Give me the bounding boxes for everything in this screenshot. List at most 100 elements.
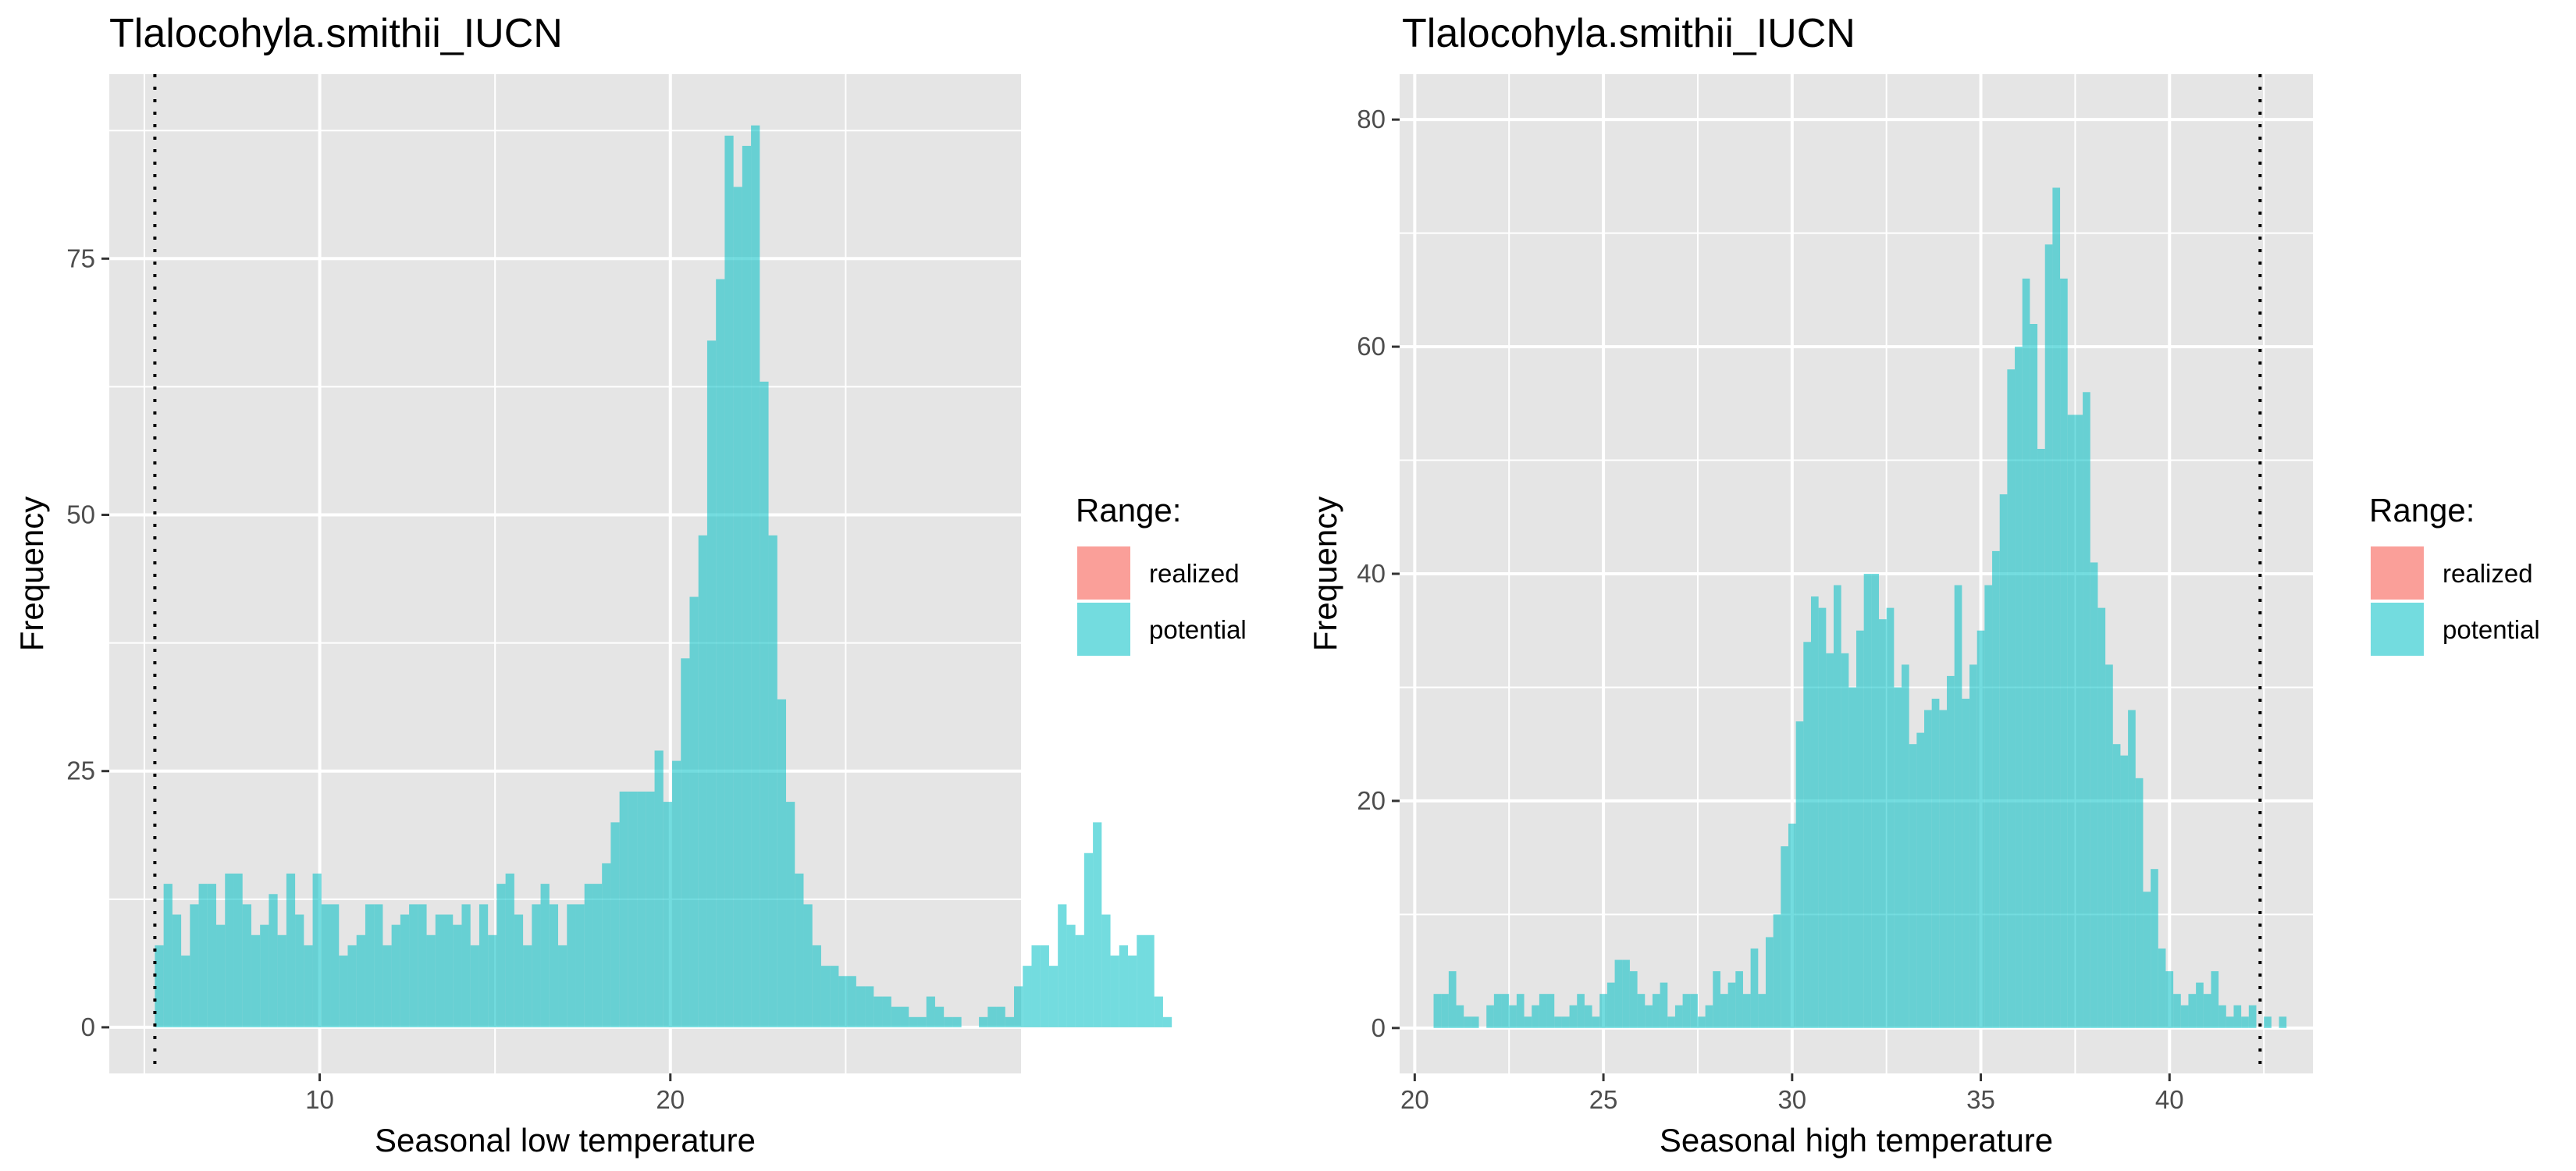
histogram-bar-potential xyxy=(356,934,365,1027)
histogram-bar-potential xyxy=(1637,994,1646,1028)
histogram-bar-potential xyxy=(1606,982,1615,1028)
y-tick-label: 80 xyxy=(1357,105,1386,133)
histogram-bar-potential xyxy=(1660,982,1668,1028)
histogram-bar-potential xyxy=(1992,550,2000,1028)
histogram-bar-potential xyxy=(654,750,664,1027)
y-tick-label: 60 xyxy=(1357,332,1386,361)
legend-label-potential-left: potential xyxy=(1149,615,1247,644)
histogram-bar-potential xyxy=(1758,994,1766,1028)
histogram-bar-potential xyxy=(312,874,322,1027)
histogram-bar-potential xyxy=(2067,415,2076,1028)
histogram-bar-potential xyxy=(2007,369,2016,1028)
histogram-bar-potential xyxy=(1909,744,1917,1028)
histogram-bar-potential xyxy=(1856,630,1864,1028)
histogram-bar-potential xyxy=(444,914,454,1027)
histogram-bar-potential xyxy=(549,904,559,1027)
histogram-bar-potential xyxy=(1765,937,1774,1028)
histogram-bar-potential xyxy=(1539,994,1547,1028)
histogram-bar-potential xyxy=(190,904,199,1027)
histogram-bar-potential xyxy=(1999,494,2008,1028)
histogram-bar-potential xyxy=(1795,721,1804,1028)
histogram-bar-potential xyxy=(663,802,673,1027)
chart-panel-right: Tlalocohyla.smithii_IUCN 20 25 30 35 40 0 20 4… xyxy=(1307,11,2540,1159)
histogram-bar-potential xyxy=(2241,1016,2249,1028)
histogram-bar-potential xyxy=(505,874,514,1027)
histogram-bar-potential xyxy=(523,945,532,1027)
histogram-bar-potential xyxy=(1532,1005,1539,1028)
histogram-bar-potential xyxy=(1713,971,1720,1028)
histogram-bar-potential xyxy=(155,945,164,1027)
histogram-bar-potential xyxy=(2083,392,2090,1028)
histogram-bar-potential xyxy=(1433,994,1442,1028)
histogram-bar-potential xyxy=(1128,956,1137,1027)
chart-title-right: Tlalocohyla.smithii_IUCN xyxy=(1402,11,1856,56)
bars-potential-left xyxy=(155,125,1172,1027)
histogram-bar-potential xyxy=(706,340,717,1027)
histogram-bar-potential xyxy=(2143,892,2151,1028)
histogram-bar-potential xyxy=(1931,699,1940,1028)
legend-label-realized-right: realized xyxy=(2443,559,2533,588)
histogram-bar-potential xyxy=(1023,966,1032,1027)
x-tick-label: 20 xyxy=(656,1085,685,1114)
legend-label-realized-left: realized xyxy=(1149,559,1240,588)
histogram-bar-potential xyxy=(934,1006,945,1027)
histogram-bar-potential xyxy=(453,924,462,1027)
histogram-bar-potential xyxy=(277,934,286,1027)
histogram-bar-potential xyxy=(1456,1005,1464,1028)
histogram-bar-potential xyxy=(917,1016,927,1027)
histogram-bar-potential xyxy=(681,658,690,1027)
histogram-bar-potential xyxy=(1682,994,1691,1028)
histogram-bar-potential xyxy=(1902,664,1909,1028)
histogram-bar-potential xyxy=(2090,562,2098,1028)
histogram-bar-potential xyxy=(2105,664,2113,1028)
histogram-bar-potential xyxy=(1916,732,1925,1028)
y-tick-label: 75 xyxy=(66,244,95,272)
histogram-bar-potential xyxy=(1939,710,1948,1028)
histogram-bar-potential xyxy=(479,904,489,1027)
histogram-bar-potential xyxy=(532,904,541,1027)
histogram-bar-potential xyxy=(768,535,777,1027)
histogram-bar-potential xyxy=(470,945,479,1027)
histogram-bar-potential xyxy=(1040,945,1049,1027)
histogram-bar-potential xyxy=(786,802,795,1027)
histogram-bar-potential xyxy=(1667,1016,1675,1028)
histogram-bar-potential xyxy=(2279,1016,2287,1028)
histogram-bar-potential xyxy=(646,791,655,1027)
histogram-bar-potential xyxy=(339,956,348,1027)
histogram-bar-potential xyxy=(1622,959,1630,1028)
histogram-bar-potential xyxy=(1969,664,1977,1028)
histogram-bar-potential xyxy=(602,863,611,1027)
histogram-bar-potential xyxy=(1924,710,1932,1028)
histogram-bar-potential xyxy=(637,791,646,1027)
histogram-bar-potential xyxy=(233,874,243,1027)
histogram-bar-potential xyxy=(1629,971,1638,1028)
histogram-bar-potential xyxy=(1803,642,1811,1028)
histogram-bar-potential xyxy=(1509,1005,1517,1028)
histogram-bar-potential xyxy=(1652,994,1660,1028)
histogram-bar-potential xyxy=(865,986,874,1027)
histogram-bar-potential xyxy=(1727,982,1736,1028)
x-tick-label: 25 xyxy=(1589,1085,1618,1114)
histogram-bar-potential xyxy=(2165,971,2174,1028)
histogram-bar-potential xyxy=(1750,949,1759,1028)
legend-swatch-realized-left xyxy=(1077,546,1130,600)
histogram-bar-potential xyxy=(672,760,681,1027)
histogram-bar-potential xyxy=(269,894,278,1027)
histogram-bar-potential xyxy=(2218,1005,2226,1028)
histogram-bar-potential xyxy=(426,934,436,1027)
histogram-bar-potential xyxy=(1075,934,1084,1027)
histogram-bar-potential xyxy=(2226,1016,2234,1028)
histogram-bar-potential xyxy=(575,904,585,1027)
histogram-bar-potential xyxy=(803,904,813,1027)
histogram-bar-potential xyxy=(987,1006,997,1027)
x-tick-label: 10 xyxy=(305,1085,334,1114)
histogram-bar-potential xyxy=(830,966,839,1027)
histogram-bar-potential xyxy=(1516,994,1525,1028)
legend-title-left: Range: xyxy=(1076,492,1181,529)
legend-label-potential-right: potential xyxy=(2443,615,2540,644)
histogram-bar-potential xyxy=(435,914,445,1027)
histogram-bar-potential xyxy=(2060,278,2068,1028)
plot-area-left xyxy=(109,74,1021,1073)
histogram-bar-potential xyxy=(2052,187,2061,1028)
histogram-bar-potential xyxy=(1162,1016,1172,1027)
